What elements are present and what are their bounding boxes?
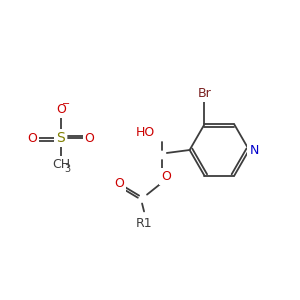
Text: HO: HO [136, 126, 155, 139]
Text: O: O [114, 177, 124, 190]
Text: O: O [56, 103, 66, 116]
Text: O: O [27, 132, 37, 145]
Text: O: O [85, 132, 94, 145]
Text: −: − [62, 99, 70, 110]
Text: Br: Br [198, 87, 212, 100]
Text: N: N [249, 143, 259, 157]
Text: CH: CH [52, 158, 70, 171]
Text: 3: 3 [65, 164, 71, 174]
Text: O: O [161, 170, 171, 183]
Text: S: S [56, 131, 65, 145]
Text: R1: R1 [136, 217, 152, 230]
